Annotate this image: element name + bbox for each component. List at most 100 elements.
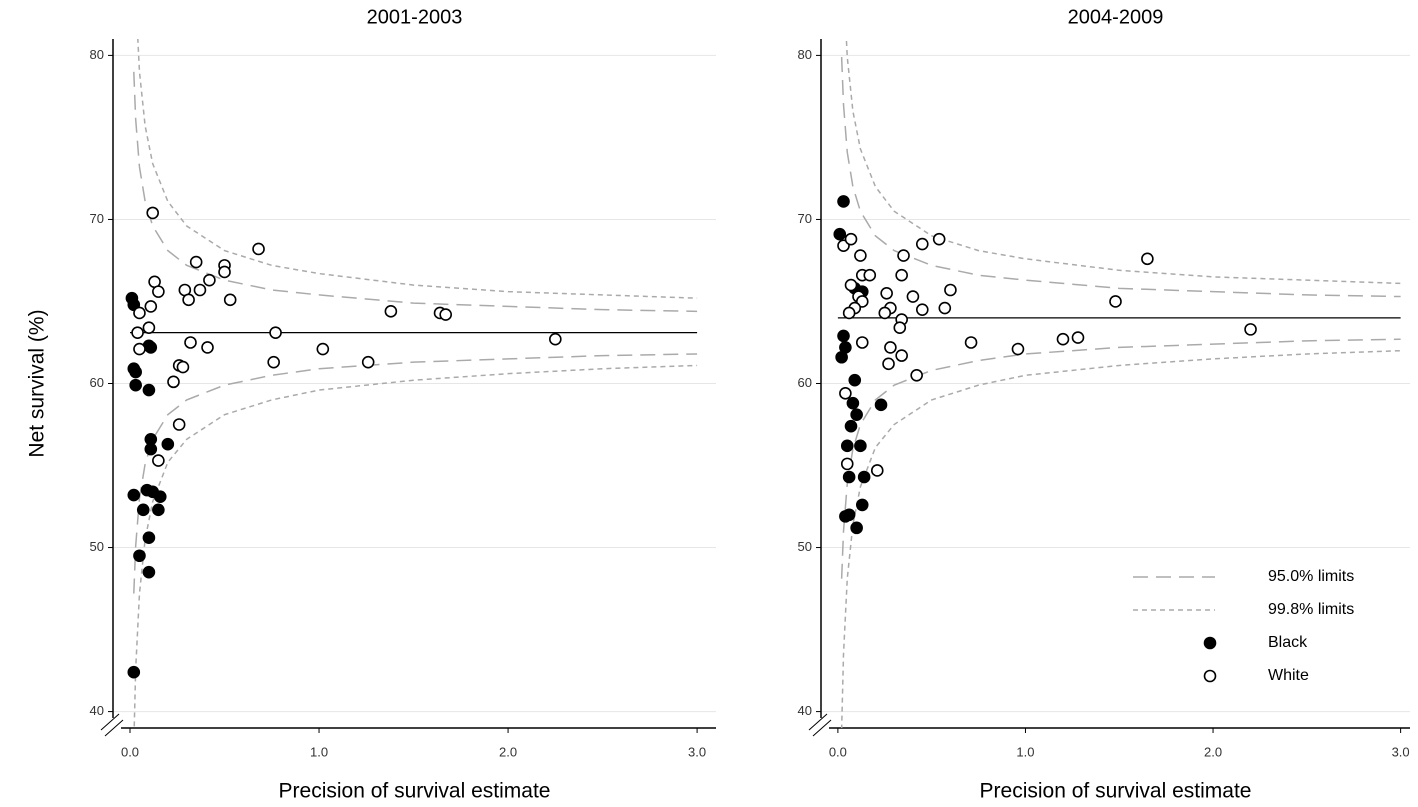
point — [848, 373, 862, 387]
point — [127, 488, 141, 502]
point — [144, 300, 158, 313]
point — [153, 490, 167, 503]
point — [361, 355, 375, 369]
panel-title: 2001-2003 — [367, 6, 463, 28]
legend-label: White — [1268, 667, 1309, 684]
point — [136, 503, 150, 517]
point — [850, 408, 863, 421]
point — [129, 365, 142, 379]
point — [944, 283, 957, 297]
point — [127, 665, 141, 679]
point — [846, 396, 860, 410]
axis-break — [104, 719, 124, 737]
limit-curve — [845, 39, 1401, 285]
point — [839, 387, 852, 400]
point — [854, 439, 867, 453]
limit-curve — [840, 57, 1401, 298]
point — [893, 321, 907, 335]
point — [176, 360, 190, 374]
point — [133, 306, 146, 320]
point — [1109, 295, 1122, 308]
point — [915, 303, 929, 316]
point — [218, 265, 231, 279]
y-tick-label: 50 — [90, 539, 104, 554]
point — [131, 326, 144, 339]
axis-break — [812, 719, 832, 737]
limit-curve — [133, 353, 698, 594]
x-tick-label: 2.0 — [499, 744, 517, 759]
y-tick-label: 60 — [798, 375, 812, 390]
axis-break — [100, 713, 120, 731]
point — [906, 290, 920, 303]
point — [133, 549, 146, 563]
point — [144, 341, 158, 354]
x-tick-label: 3.0 — [1392, 744, 1410, 759]
x-tick-label: 1.0 — [1016, 744, 1034, 759]
y-tick-label: 70 — [90, 211, 104, 226]
y-tick-label: 40 — [90, 703, 104, 718]
point — [316, 342, 330, 356]
point — [144, 442, 158, 456]
x-tick-label: 0.0 — [121, 744, 139, 759]
point — [844, 232, 858, 246]
point — [182, 293, 195, 307]
point — [842, 470, 856, 484]
point — [844, 278, 858, 292]
point — [142, 383, 156, 397]
y-tick-label: 80 — [90, 47, 104, 62]
point — [837, 195, 850, 208]
point — [252, 242, 265, 256]
limits — [133, 39, 698, 728]
point — [269, 326, 282, 339]
point — [129, 378, 142, 392]
y-tick-label: 70 — [798, 211, 812, 226]
y-tick-label: 40 — [798, 703, 812, 718]
point — [172, 418, 186, 431]
x-tick-label: 1.0 — [310, 744, 328, 759]
point — [384, 305, 398, 318]
point — [884, 341, 897, 354]
limit-curve — [137, 39, 698, 299]
point — [184, 336, 197, 349]
point — [1244, 323, 1257, 336]
limit-curve — [840, 338, 1401, 579]
axis-break — [808, 713, 828, 731]
point — [915, 237, 929, 251]
x-tick-label: 0.0 — [829, 744, 847, 759]
point — [837, 329, 850, 343]
point — [932, 232, 946, 246]
point — [870, 464, 884, 477]
limit-curve — [133, 364, 698, 728]
y-axis-label: Net survival (%) — [26, 309, 49, 457]
point — [854, 249, 867, 262]
point — [142, 565, 156, 579]
x-axis-label: Precision of survival estimate — [980, 780, 1252, 803]
point — [167, 375, 180, 389]
point — [964, 336, 978, 349]
point — [142, 321, 156, 335]
point — [855, 336, 869, 349]
point — [835, 350, 848, 364]
point — [161, 437, 175, 451]
limit-curve — [840, 349, 1401, 728]
point — [201, 341, 214, 354]
point — [857, 470, 871, 484]
point — [874, 398, 888, 412]
legend-label: 95.0% limits — [1268, 568, 1354, 585]
point — [439, 308, 452, 321]
point — [839, 510, 852, 523]
point — [897, 249, 910, 262]
limit-curve — [133, 71, 698, 313]
point — [193, 283, 207, 297]
point — [152, 503, 165, 517]
point — [146, 206, 159, 220]
point — [223, 293, 237, 307]
legend-swatch — [1203, 669, 1217, 683]
point — [850, 521, 863, 535]
point — [863, 268, 877, 282]
point — [1011, 342, 1025, 356]
y-tick-label: 50 — [798, 539, 812, 554]
point — [152, 454, 165, 467]
point — [549, 332, 562, 346]
